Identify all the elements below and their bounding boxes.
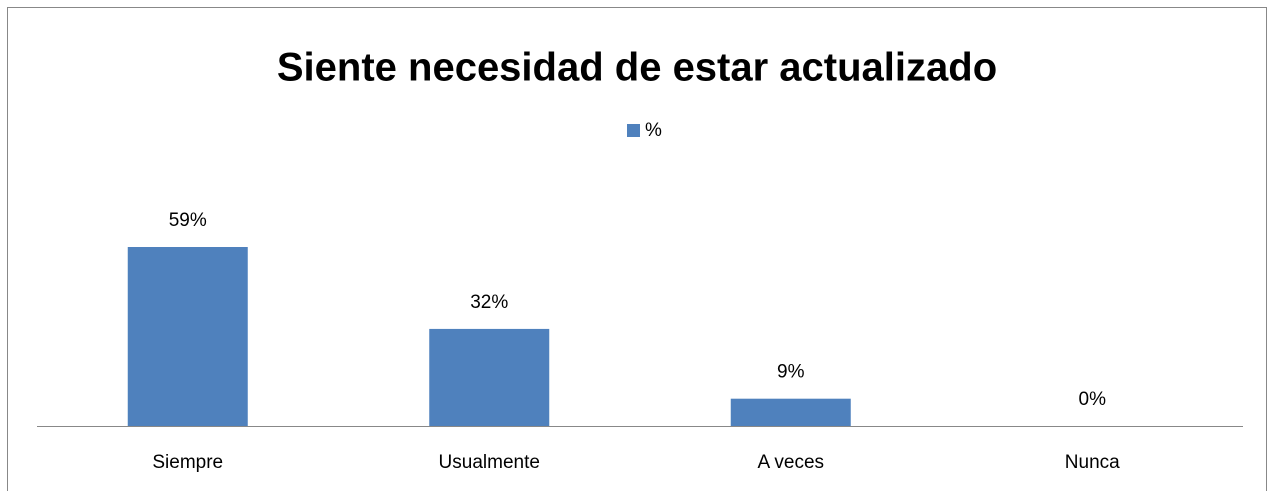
x-tick-label: Nunca [1065, 452, 1120, 473]
data-label: 0% [1079, 389, 1107, 410]
bar [429, 328, 550, 426]
data-label: 59% [169, 210, 207, 231]
data-label: 32% [470, 292, 508, 313]
bar [730, 398, 851, 426]
x-tick-label: A veces [757, 452, 824, 473]
legend-label: % [645, 120, 662, 141]
x-tick-label: Usualmente [439, 452, 540, 473]
bar [127, 247, 248, 426]
data-label: 9% [777, 362, 805, 383]
legend-swatch [627, 124, 640, 137]
x-tick-label: Siempre [152, 452, 223, 473]
chart-border [7, 7, 1267, 491]
chart-title: Siente necesidad de estar actualizado [277, 46, 997, 90]
